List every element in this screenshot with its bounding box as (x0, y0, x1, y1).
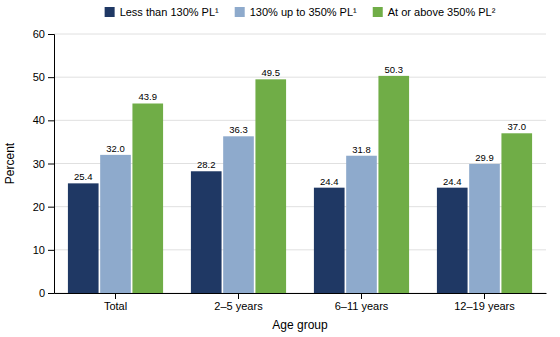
y-tick-mark (48, 77, 54, 78)
y-tick: 10 (33, 244, 54, 256)
y-tick: 40 (33, 114, 54, 126)
grid-line (54, 120, 546, 121)
bar (437, 188, 468, 293)
bars (68, 76, 532, 293)
y-tick-label: 0 (39, 287, 45, 299)
legend-item: At or above 350% PL² (373, 6, 496, 18)
data-label: 50.3 (385, 64, 404, 75)
x-tick-label: 2–5 years (214, 300, 263, 312)
data-label: 31.8 (352, 144, 371, 155)
y-axis: 0 10 20 30 40 50 60 (33, 28, 55, 299)
x-tick: 12–19 years (454, 293, 515, 312)
data-label: 28.2 (197, 159, 216, 170)
bar (378, 76, 409, 293)
data-label: 24.4 (320, 176, 339, 187)
x-tick-label: Total (104, 300, 127, 312)
legend-item: 130% up to 350% PL¹ (235, 6, 357, 18)
y-tick-label: 30 (33, 158, 45, 170)
x-tick-mark (115, 293, 116, 299)
legend-label: At or above 350% PL² (388, 6, 496, 18)
bar-series (132, 76, 532, 293)
y-tick-mark (48, 164, 54, 165)
legend-swatch (235, 7, 245, 17)
y-tick-label: 60 (33, 28, 45, 40)
data-label: 25.4 (74, 171, 93, 182)
data-labels: 25.4 28.2 24.4 24.4 32.0 36.3 31.8 29.9 43.9 49.5… (74, 64, 526, 187)
data-label: 37.0 (508, 121, 527, 132)
legend-label: Less than 130% PL¹ (120, 6, 219, 18)
bar (132, 103, 163, 293)
legend-swatch (105, 7, 115, 17)
chart-container: 0 10 20 30 40 50 60 Total 2–5 years 6–11 years 12–… (0, 0, 560, 337)
legend-swatch (373, 7, 383, 17)
grid-line (54, 77, 546, 78)
bar (314, 188, 345, 293)
y-tick-label: 40 (33, 114, 45, 126)
data-label: 32.0 (106, 143, 125, 154)
x-tick-label: 12–19 years (454, 300, 515, 312)
y-tick: 60 (33, 28, 54, 40)
x-axis: Total 2–5 years 6–11 years 12–19 years (55, 293, 547, 312)
x-tick-mark (238, 293, 239, 299)
legend-item: Less than 130% PL¹ (105, 6, 219, 18)
x-tick-mark (484, 293, 485, 299)
bar (223, 136, 254, 293)
y-tick: 30 (33, 158, 54, 170)
y-tick-label: 20 (33, 201, 45, 213)
bar (255, 79, 286, 293)
bar (100, 155, 131, 293)
grid-line (54, 34, 546, 35)
data-label: 43.9 (139, 91, 158, 102)
x-tick-mark (361, 293, 362, 299)
data-label: 49.5 (262, 67, 281, 78)
plot-area: 0 10 20 30 40 50 60 Total 2–5 years 6–11 years 12–… (33, 28, 547, 312)
y-tick-mark (48, 34, 54, 35)
x-tick: Total (104, 293, 127, 312)
bar (191, 171, 222, 293)
bar (68, 183, 99, 293)
y-tick-label: 10 (33, 244, 45, 256)
data-label: 24.4 (443, 176, 462, 187)
data-label: 29.9 (475, 152, 494, 163)
y-axis-line (48, 35, 55, 294)
x-tick: 2–5 years (214, 293, 263, 312)
data-label: 36.3 (229, 124, 248, 135)
y-tick: 50 (33, 71, 54, 83)
x-axis-title: Age group (272, 318, 328, 332)
y-tick-mark (48, 120, 54, 121)
y-axis-title: Percent (3, 142, 17, 184)
legend: Less than 130% PL¹ 130% up to 350% PL¹ At … (105, 6, 496, 18)
y-tick: 0 (39, 287, 54, 299)
y-tick: 20 (33, 201, 54, 213)
bar (469, 164, 500, 293)
y-tick-mark (48, 293, 54, 294)
y-tick-mark (48, 207, 54, 208)
grid (54, 34, 546, 293)
x-tick: 6–11 years (335, 293, 389, 312)
bar (346, 156, 377, 293)
x-tick-label: 6–11 years (335, 300, 389, 312)
legend-label: 130% up to 350% PL¹ (250, 6, 357, 18)
y-tick-mark (48, 250, 54, 251)
x-axis-line (55, 293, 547, 294)
bar (501, 133, 532, 293)
chart-svg: 0 10 20 30 40 50 60 Total 2–5 years 6–11 years 12–… (0, 0, 560, 337)
y-tick-label: 50 (33, 71, 45, 83)
